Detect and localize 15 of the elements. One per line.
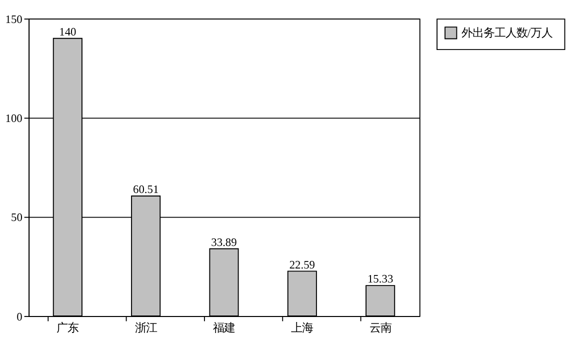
x-tick-label: 福建 [212,322,235,335]
y-tick-label: 50 [10,212,23,224]
data-label: 15.33 [367,274,394,286]
x-tick-label: 上海 [291,322,314,335]
y-tick-label: 100 [5,113,23,126]
data-label: 60.51 [132,184,159,196]
x-tick-label: 广东 [56,322,79,335]
y-tick-label: 150 [5,14,23,26]
x-tick-label: 云南 [369,322,392,335]
y-tick-label: 0 [16,311,23,324]
legend-label: 外出务工人数/万人 [461,26,553,40]
data-label: 22.59 [289,259,316,272]
x-tick-label: 浙江 [134,322,157,335]
data-label: 140 [59,26,77,39]
data-label: 33.89 [211,236,238,249]
